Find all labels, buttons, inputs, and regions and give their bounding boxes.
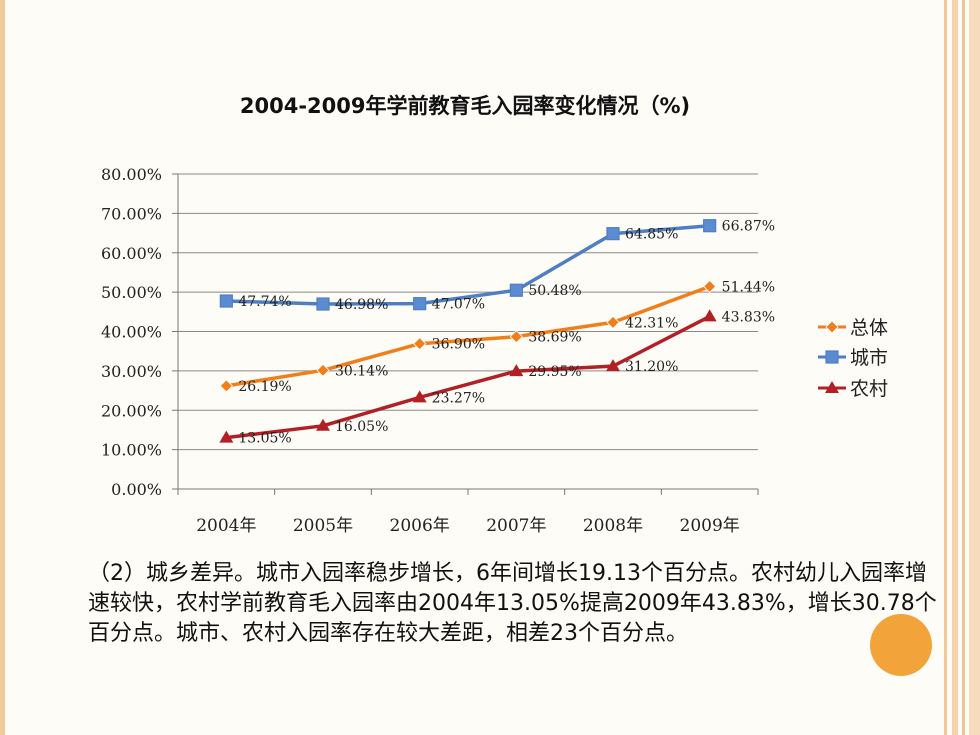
data-label-total: 36.90% [432, 337, 485, 353]
data-label-city: 64.85% [625, 227, 678, 243]
data-label-city: 66.87% [722, 219, 775, 235]
y-tick-label: 30.00% [101, 362, 162, 381]
data-point-total [413, 337, 427, 351]
data-label-total: 26.19% [238, 379, 291, 395]
x-tick-label: 2007年 [486, 516, 546, 536]
data-point-city [703, 219, 717, 233]
data-point-total [219, 379, 233, 393]
legend-marker-total [825, 320, 839, 334]
y-tick-label: 80.00% [101, 165, 162, 184]
data-point-total [703, 279, 717, 294]
data-label-total: 38.69% [528, 330, 581, 346]
data-point-rural [316, 418, 330, 431]
series-line-city [226, 223, 710, 306]
y-tick-label: 60.00% [101, 244, 162, 263]
y-tick-label: 70.00% [101, 204, 162, 223]
data-label-rural: 13.05% [238, 431, 291, 447]
data-point-city [413, 297, 427, 311]
data-label-rural: 23.27% [432, 390, 485, 406]
series-line-total [226, 284, 711, 388]
data-label-total: 30.14% [335, 363, 388, 379]
data-label-city: 47.74% [238, 294, 291, 310]
left-border-bar [0, 0, 5, 735]
legend-label-city: 城市 [850, 347, 888, 369]
data-point-total [606, 315, 620, 329]
data-point-total [316, 363, 330, 377]
x-tick-label: 2005年 [293, 516, 353, 536]
y-tick-label: 0.00% [111, 480, 162, 499]
description-paragraph: （2）城乡差异。城市入园率稳步增长，6年间增长19.13个百分点。农村幼儿入园率… [88, 561, 937, 646]
right-border-frame [944, 0, 980, 735]
legend-label-rural: 农村 [850, 378, 888, 400]
x-tick-label: 2008年 [583, 516, 643, 536]
legend-label-total: 总体 [850, 317, 888, 339]
data-label-city: 46.98% [335, 297, 388, 313]
data-point-city [316, 297, 330, 311]
data-point-rural [606, 359, 620, 372]
x-tick-label: 2009年 [680, 516, 740, 536]
data-label-rural: 16.05% [335, 419, 388, 435]
data-point-city [219, 294, 233, 308]
data-point-rural [412, 390, 427, 403]
data-point-city [509, 283, 523, 297]
y-tick-label: 10.00% [101, 441, 162, 460]
data-label-total: 42.31% [625, 315, 678, 331]
data-point-rural [702, 309, 717, 322]
data-label-rural: 29.95% [528, 364, 581, 380]
data-label-rural: 31.20% [625, 359, 678, 375]
data-label-city: 50.48% [528, 283, 581, 299]
y-tick-label: 20.00% [101, 401, 162, 420]
y-tick-label: 40.00% [101, 323, 162, 342]
data-point-rural [219, 430, 234, 443]
data-point-total [509, 330, 523, 344]
legend-marker-city [825, 350, 839, 364]
data-point-city [606, 227, 620, 241]
data-label-total: 51.44% [722, 279, 775, 295]
series-line-rural [226, 314, 711, 440]
decorative-orange-circle [870, 614, 932, 676]
legend-marker-rural [825, 381, 839, 393]
chart-title: 2004-2009年学前教育毛入园率变化情况（%) [239, 94, 691, 118]
x-tick-label: 2004年 [196, 516, 256, 536]
x-tick-label: 2006年 [390, 516, 450, 536]
y-tick-label: 50.00% [101, 283, 162, 302]
data-point-rural [509, 364, 524, 377]
data-label-city: 47.07% [432, 297, 485, 313]
data-label-rural: 43.83% [722, 309, 775, 325]
